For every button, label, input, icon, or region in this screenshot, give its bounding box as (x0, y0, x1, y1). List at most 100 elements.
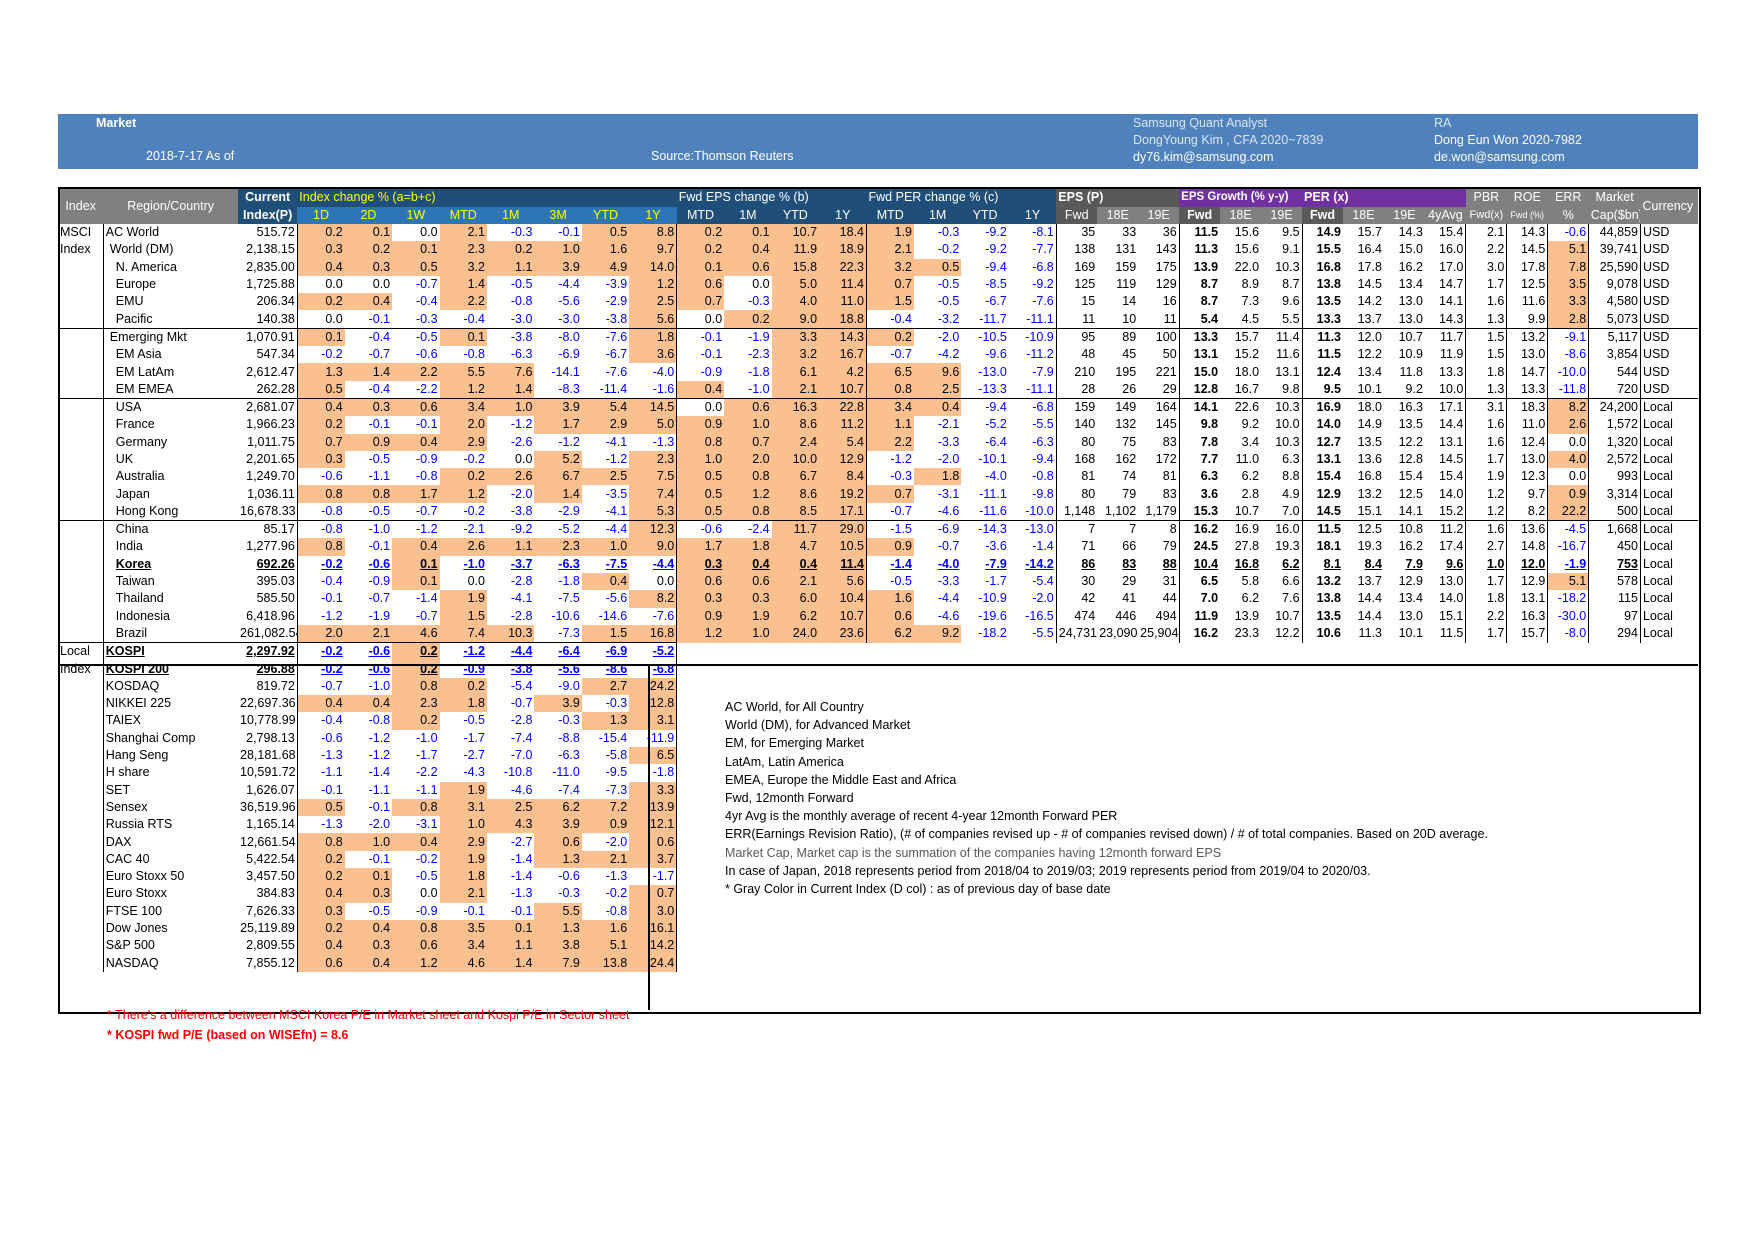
value-cell: 494 (1138, 607, 1180, 625)
group-label-empty (58, 397, 104, 417)
value-cell: -0.8 (297, 520, 345, 539)
value-cell: 0.8 (297, 538, 345, 556)
value-cell: 0.0 (752, 277, 770, 292)
value-cell: 11.5 (1424, 624, 1467, 643)
current-index: 25,119.89 (238, 919, 298, 938)
value-cell: 16.8 (1357, 469, 1382, 484)
value-cell: -1.3 (510, 886, 533, 901)
value-cell: -0.7 (416, 503, 438, 518)
value-cell: 11.9 (771, 241, 820, 259)
value-cell: -0.1 (416, 417, 438, 432)
header-index-col: 1Y (629, 207, 677, 224)
value-cell: -0.6 (558, 869, 580, 884)
value-cell: 1.0 (724, 624, 772, 643)
value-cell: 10.1 (1357, 381, 1382, 396)
value-cell: -0.5 (416, 869, 438, 884)
value-cell: -2.7 (510, 834, 533, 849)
value-cell: 1.7 (392, 485, 440, 503)
value-cell: 0.3 (676, 590, 725, 608)
note-line: Fwd, 12month Forward (725, 791, 854, 805)
msci-row: Thailand 585.50 -0.1 -0.7 -1.4 1.9 -4.1 -7.5 -5.… (58, 590, 1698, 608)
region-name: EMU (102, 293, 239, 311)
value-cell: 10.1 (1398, 626, 1423, 641)
value-cell: -3.3 (937, 434, 960, 449)
value-cell: 10.3 (1261, 397, 1303, 417)
value-cell: 0.2 (676, 224, 725, 242)
value-cell: -1.0 (344, 520, 393, 539)
value-cell: 0.4 (297, 397, 345, 417)
value-cell: 2.3 (629, 450, 678, 469)
value-cell: -1.7 (985, 574, 1007, 589)
current-index: 28,181.68 (238, 746, 298, 765)
value-cell: -0.7 (416, 277, 438, 292)
current-index: 6,418.96 (238, 607, 298, 625)
value-cell: 1.0 (344, 833, 393, 851)
value-cell: 86 (1081, 556, 1096, 571)
group-label-empty (58, 920, 103, 937)
ra-email[interactable]: de.won@samsung.com (1434, 150, 1565, 164)
value-cell: -0.1 (368, 311, 391, 326)
local-index-row: FTSE 100 7,626.33 0.3 -0.5 -0.9 -0.1 -0.1 5.5 -0… (58, 902, 1698, 920)
value-cell: 8.2 (1547, 397, 1590, 417)
msci-row: USA 2,681.07 0.4 0.3 0.6 3.4 1.0 3.9 5.4 14.5 0.0 0… (58, 397, 1698, 417)
value-cell: 3.3 (771, 327, 820, 347)
header-eps-growth: EPS Growth (% y-y) (1179, 187, 1303, 207)
value-cell: 4.5 (1241, 311, 1260, 326)
value-cell: -10.9 (978, 591, 1007, 606)
value-cell: 1.2 (1465, 502, 1508, 521)
value-cell: 9.1 (1261, 241, 1303, 259)
footnote-pe-difference: * There's a difference between MSCI Kore… (107, 1008, 630, 1022)
value-cell: 4.7 (771, 538, 820, 556)
value-cell: 16.0 (1261, 520, 1303, 539)
value-cell: 10.7 (1261, 607, 1303, 625)
value-cell: 500 (1588, 502, 1641, 521)
value-cell: 14.4 (1424, 416, 1467, 434)
value-cell: 3.1 (439, 798, 487, 817)
value-cell: 0.9 (581, 816, 630, 834)
region-name: France (102, 416, 239, 434)
value-cell: 0.7 (724, 433, 772, 451)
value-cell: 0.1 (486, 919, 535, 938)
analyst-email[interactable]: dy76.kim@samsung.com (1133, 150, 1274, 164)
current-index: 384.83 (238, 885, 298, 903)
value-cell: 16.9 (1302, 397, 1343, 417)
value-cell: 5.4 (581, 397, 630, 417)
value-cell: 17.1 (1424, 397, 1467, 417)
currency-cell: USD (1640, 327, 1698, 347)
value-cell: -9.5 (605, 765, 628, 780)
value-cell: 18.3 (1506, 397, 1549, 417)
value-cell: -1.8 (629, 764, 678, 782)
value-cell: 12.4 (1316, 364, 1341, 379)
value-cell: -1.5 (866, 520, 914, 539)
value-cell: 1.5 (1465, 327, 1508, 347)
value-cell: -11.7 (979, 311, 1007, 326)
group-label-empty (58, 816, 103, 833)
value-cell: -4.6 (510, 782, 533, 797)
value-cell: -2.1 (439, 520, 487, 539)
region-name: USA (102, 397, 239, 417)
value-cell: 9.8 (1261, 380, 1303, 399)
value-cell: 2.2 (439, 293, 487, 311)
value-cell: -1.2 (368, 748, 391, 763)
value-cell: 16.8 (629, 624, 678, 643)
value-cell: 169 (1074, 259, 1096, 274)
local-index-name: NIKKEI 225 (102, 695, 239, 713)
value-cell: -2.0 (913, 327, 962, 347)
value-cell: 14.9 (1357, 417, 1382, 432)
value-cell: -9.4 (1008, 450, 1057, 469)
value-cell: 14 (1122, 294, 1137, 309)
value-cell: 5.6 (819, 572, 868, 591)
value-cell: 30 (1081, 574, 1096, 589)
value-cell: -0.8 (368, 713, 391, 728)
msci-row: N. America 2,835.00 0.4 0.3 0.5 3.2 1.1 3.9 4.9 1… (58, 258, 1698, 276)
value-cell: 24,200 (1588, 397, 1641, 417)
value-cell: 446 (1115, 608, 1137, 623)
currency-cell: USD (1642, 311, 1670, 326)
value-cell: 4.3 (486, 816, 535, 834)
value-cell: -0.4 (416, 294, 438, 309)
value-cell: 1.0 (1465, 555, 1508, 573)
currency-cell: USD (1642, 242, 1670, 257)
header-err-sub: % (1547, 207, 1589, 224)
current-index: 585.50 (238, 590, 298, 608)
header-per-col: 1Y (1008, 207, 1057, 224)
